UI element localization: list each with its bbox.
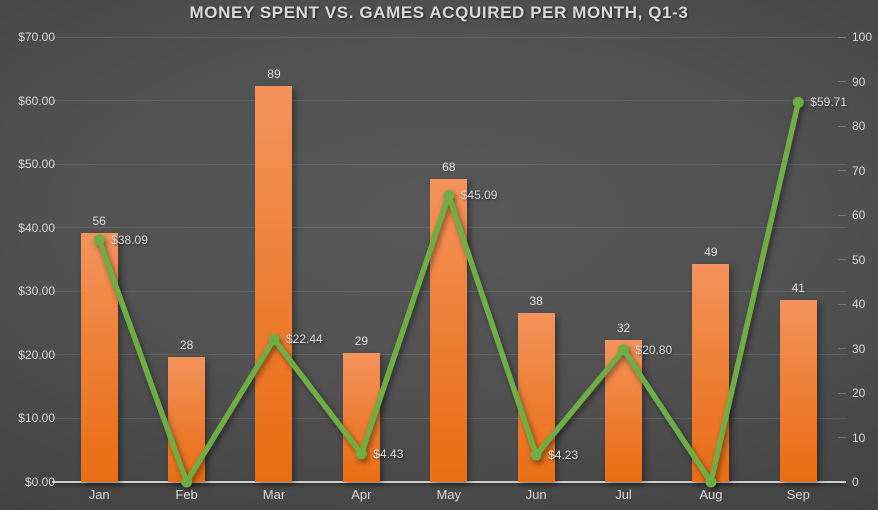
x-axis-label: Jun <box>525 487 547 502</box>
right-axis-tick <box>838 214 846 216</box>
line-marker <box>268 333 280 345</box>
right-axis-tick-label: 50 <box>852 252 866 267</box>
right-axis-tick <box>838 392 846 394</box>
x-axis-label: Feb <box>175 487 198 502</box>
bar <box>779 299 817 482</box>
left-axis-tick-label: $10.00 <box>18 411 55 426</box>
bar-value-label: 68 <box>442 160 456 175</box>
bar-value-label: 28 <box>179 338 194 353</box>
gridline <box>52 36 846 38</box>
right-axis-tick <box>838 348 846 349</box>
gridline <box>52 100 846 102</box>
line-marker <box>181 476 193 488</box>
line-marker <box>443 189 455 201</box>
gridline <box>52 163 846 165</box>
right-axis-tick-label: 0 <box>852 475 859 489</box>
line-point-label: $4.23 <box>548 448 579 463</box>
right-axis-tick <box>838 125 846 127</box>
right-axis-tick-label: 20 <box>852 386 866 400</box>
right-axis-tick-label: 100 <box>852 30 873 44</box>
right-axis-tick <box>838 259 846 260</box>
bar-value-label: 49 <box>704 244 718 259</box>
x-axis-label: Mar <box>262 487 286 502</box>
line-point-label: $45.09 <box>460 188 498 203</box>
chart-title: MONEY SPENT VS. GAMES ACQUIRED PER MONTH… <box>189 3 689 22</box>
left-axis-tick-label: $0.00 <box>24 475 55 489</box>
left-axis-tick-label: $70.00 <box>18 30 55 44</box>
line-marker <box>530 449 542 461</box>
right-axis-tick <box>838 170 846 171</box>
line-marker <box>792 96 804 108</box>
line-marker <box>618 344 630 356</box>
bar-value-label: 56 <box>92 213 106 228</box>
line-marker <box>93 234 105 246</box>
line-point-label: $38.09 <box>111 232 148 247</box>
right-axis-tick <box>838 303 846 305</box>
line-marker <box>705 476 717 488</box>
line-point-label: $59.71 <box>810 95 847 110</box>
bar-value-label: 29 <box>354 333 369 348</box>
right-axis-tick <box>838 437 846 438</box>
bar <box>255 85 293 482</box>
bar-value-label: 41 <box>791 280 805 295</box>
money-line <box>96 99 802 485</box>
left-axis-tick-label: $40.00 <box>18 220 55 235</box>
x-axis-line <box>52 481 846 483</box>
right-axis-tick-label: 80 <box>852 119 866 133</box>
right-axis-tick-label: 40 <box>852 297 866 311</box>
line-point-label: $20.80 <box>635 342 673 357</box>
bar-value-label: 89 <box>267 66 281 81</box>
bar <box>692 263 730 482</box>
x-axis-label: Sep <box>786 487 810 502</box>
right-axis-tick <box>838 36 846 38</box>
bar-value-label: 38 <box>529 293 543 308</box>
left-axis-tick-label: $50.00 <box>18 157 55 172</box>
right-axis-tick <box>838 81 846 82</box>
x-axis-label: Apr <box>351 487 372 502</box>
left-axis-tick-label: $60.00 <box>18 93 55 108</box>
x-axis-label: Aug <box>699 487 723 502</box>
x-axis-label: May <box>436 487 462 502</box>
right-axis-tick-label: 30 <box>852 341 866 356</box>
left-axis-tick-label: $30.00 <box>18 284 55 299</box>
line-point-label: $22.44 <box>285 332 323 347</box>
right-axis-tick-label: 70 <box>852 163 866 178</box>
x-axis-label: Jul <box>615 487 632 502</box>
line-point-label: $4.43 <box>373 446 404 461</box>
x-axis-label: Jan <box>88 487 110 502</box>
right-axis-tick-label: 10 <box>852 430 866 445</box>
left-axis-tick-label: $20.00 <box>18 347 55 362</box>
line-marker <box>355 448 367 460</box>
right-axis-tick-label: 90 <box>852 74 866 89</box>
bar-value-label: 32 <box>616 320 631 335</box>
right-axis-tick-label: 60 <box>852 208 866 222</box>
